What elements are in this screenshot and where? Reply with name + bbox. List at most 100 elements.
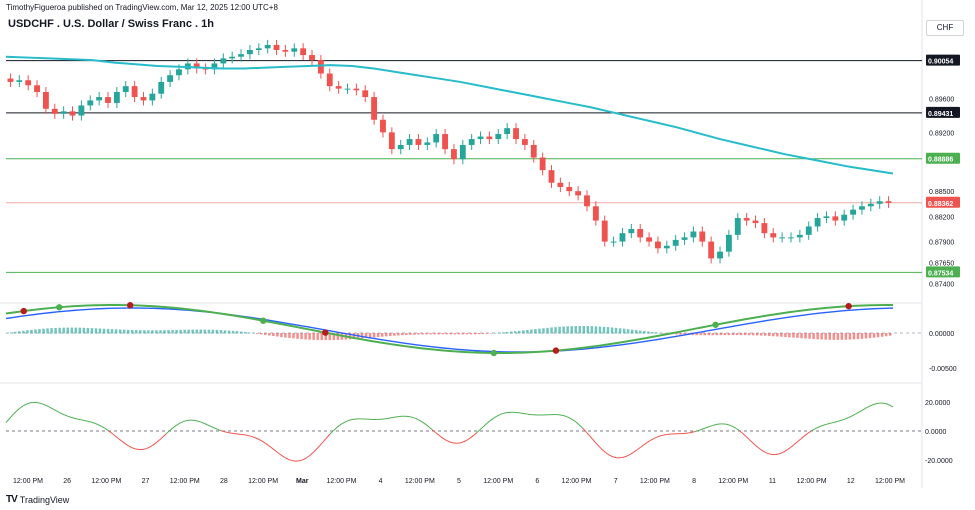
oscillator-segment	[735, 427, 740, 432]
macd-histogram-bar	[578, 326, 582, 334]
currency-button[interactable]: CHF	[926, 20, 964, 36]
macd-histogram-bar	[820, 333, 823, 340]
macd-histogram-bar	[94, 328, 98, 334]
level-label-box	[926, 152, 960, 164]
macd-histogram-bar	[719, 333, 723, 336]
time-tick-label: 12:00 PM	[562, 478, 592, 485]
oscillator-segment	[50, 407, 55, 410]
publisher-line: TimothyFigueroa published on TradingView…	[6, 3, 278, 12]
macd-histogram-bar	[655, 332, 658, 334]
oscillator-segment	[701, 427, 706, 430]
macd-histogram-bar	[707, 333, 711, 336]
symbol-title: USDCHF . U.S. Dollar / Swiss Franc . 1h	[8, 18, 214, 30]
oscillator-segment	[118, 438, 123, 442]
candle-body	[300, 48, 307, 56]
tradingview-mark: TV	[6, 494, 18, 505]
macd-histogram-bar	[231, 330, 235, 334]
oscillator-segment	[343, 420, 348, 424]
oscillator-segment	[172, 424, 177, 429]
oscillator-segment	[602, 449, 607, 454]
macd-histogram-bar	[550, 327, 553, 334]
macd-histogram-bar	[195, 329, 198, 334]
candle-body	[140, 97, 147, 101]
level-label-box	[926, 106, 960, 118]
oscillator-segment	[845, 417, 849, 420]
candle-body	[708, 241, 715, 259]
oscillator-segment	[244, 434, 249, 437]
osc-tick-label: -20.0000	[925, 458, 953, 465]
macd-histogram-bar	[264, 333, 267, 335]
macd-histogram-bar	[211, 329, 215, 334]
candle-body	[770, 233, 777, 238]
macd-histogram-bar	[255, 333, 259, 334]
candle-body	[60, 111, 67, 114]
oscillator-segment	[851, 413, 856, 417]
macd-histogram-bar	[300, 333, 303, 340]
candle-body	[415, 139, 422, 145]
oscillator-segment	[319, 441, 324, 446]
oscillator-segment	[74, 417, 78, 420]
macd-histogram-bar	[14, 331, 17, 334]
level-label: 0.87534	[928, 270, 953, 277]
macd-histogram-bar	[30, 329, 33, 334]
oscillator-segment	[421, 421, 426, 425]
oscillator-segment	[490, 417, 495, 421]
oscillator-segment	[432, 429, 437, 434]
tradingview-brand: TradingView	[19, 494, 70, 505]
candle-body	[7, 78, 14, 82]
candle-body	[87, 100, 94, 106]
price-tick-label: 0.88500	[929, 189, 954, 196]
macd-histogram-bar	[332, 333, 336, 341]
oscillator-segment	[39, 402, 44, 405]
macd-histogram-bar	[788, 333, 791, 338]
macd-histogram-bar	[364, 333, 368, 339]
time-tick-label: 12:00 PM	[326, 478, 356, 485]
macd-histogram-bar	[284, 333, 287, 338]
oscillator-segment	[592, 439, 597, 444]
macd-histogram-bar	[183, 329, 186, 334]
macd-histogram-bar	[304, 333, 307, 340]
candle-body	[743, 218, 750, 221]
oscillator-segment	[135, 448, 140, 451]
macd-histogram-bar	[348, 333, 352, 340]
oscillator-segment	[224, 431, 228, 434]
macd-histogram-bar	[534, 329, 537, 334]
oscillator-segment	[582, 427, 587, 433]
oscillator-segment	[780, 451, 785, 454]
macd-histogram-bar	[796, 333, 799, 338]
oscillator-segment	[305, 455, 310, 459]
candle-body	[255, 48, 262, 50]
candle-body	[167, 75, 174, 82]
macd-histogram-bar	[489, 333, 493, 334]
oscillator-segment	[643, 441, 648, 446]
time-tick-label: 12	[847, 478, 855, 485]
oscillator-segment	[476, 429, 481, 433]
macd-histogram-bar	[864, 333, 868, 339]
candle-body	[335, 86, 342, 89]
macd-histogram-bar	[135, 330, 138, 334]
macd-histogram-bar	[518, 330, 521, 334]
macd-histogram-bar	[759, 333, 763, 336]
tradingview-logo[interactable]: TV TradingView	[6, 494, 69, 505]
macd-histogram-bar	[848, 333, 852, 340]
macd-histogram-bar	[22, 330, 25, 334]
macd-histogram-bar	[586, 326, 590, 334]
candle-body	[477, 136, 484, 140]
macd-cross-marker	[552, 347, 560, 354]
macd-histogram-bar	[171, 330, 174, 334]
oscillator-segment	[732, 425, 737, 429]
oscillator-segment	[111, 432, 116, 437]
time-tick-label: 27	[142, 478, 150, 485]
macd-histogram-bar	[739, 333, 743, 336]
macd-histogram-bar	[651, 331, 654, 334]
oscillator-segment	[786, 446, 791, 451]
oscillator-segment	[254, 437, 259, 440]
macd-cross-marker	[490, 349, 498, 357]
candle-body	[229, 56, 236, 59]
oscillator-segment	[19, 405, 24, 409]
macd-histogram-bar	[324, 333, 328, 341]
macd-histogram-bar	[126, 329, 130, 334]
oscillator-segment	[660, 434, 665, 437]
oscillator-segment	[203, 422, 208, 426]
